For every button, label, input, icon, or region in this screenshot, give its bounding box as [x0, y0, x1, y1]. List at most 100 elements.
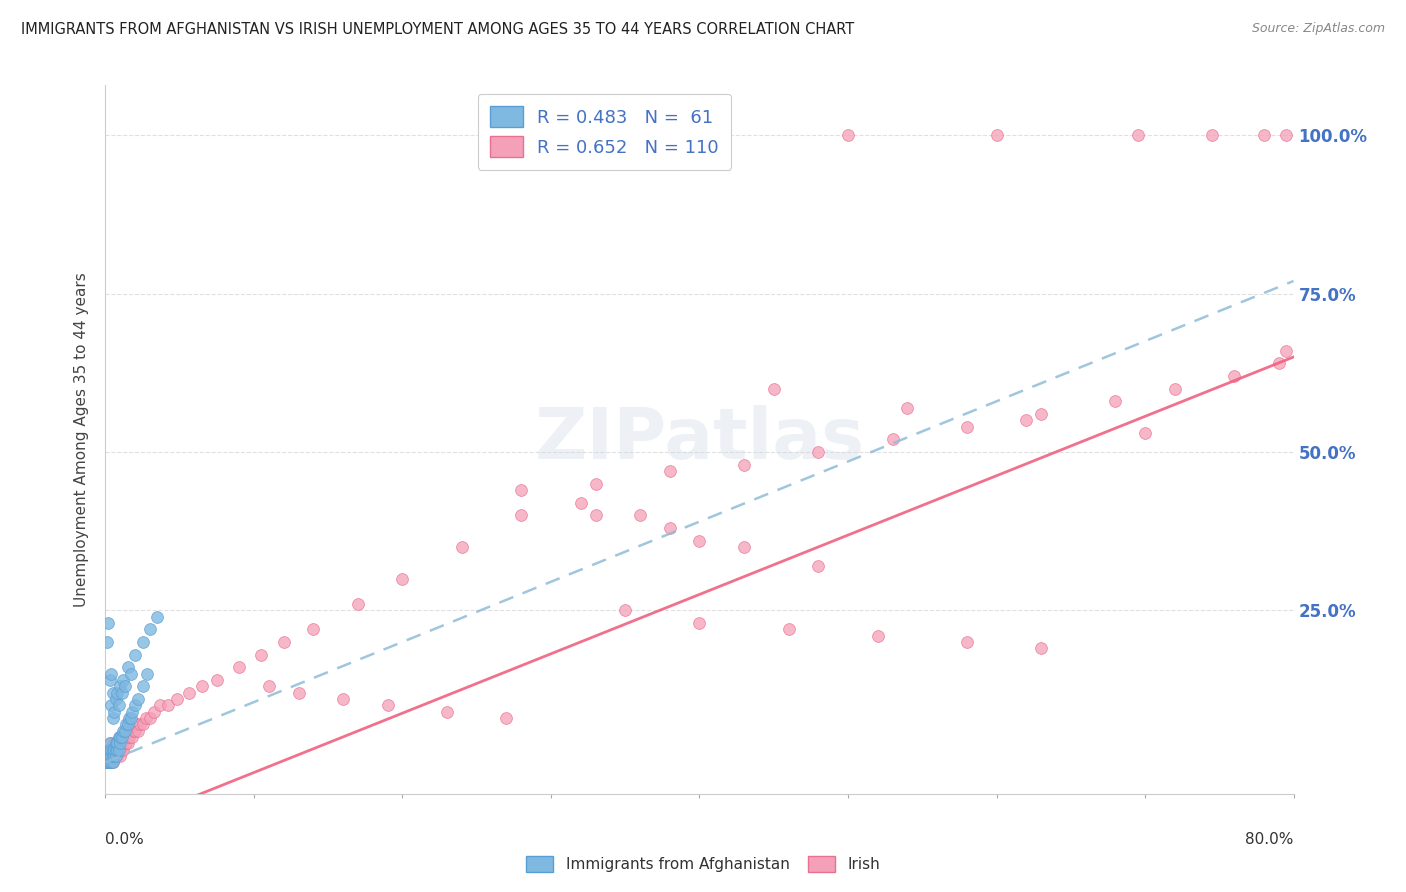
Point — [956, 419, 979, 434]
Point — [495, 711, 517, 725]
Point — [127, 723, 149, 738]
Point — [98, 756, 121, 770]
Point — [866, 629, 889, 643]
Point — [115, 736, 138, 750]
Point — [96, 635, 118, 649]
Point — [143, 705, 166, 719]
Point — [100, 756, 122, 770]
Point — [614, 603, 637, 617]
Point — [103, 705, 125, 719]
Point — [114, 736, 136, 750]
Text: ZIPatlas: ZIPatlas — [534, 405, 865, 474]
Point — [105, 742, 128, 756]
Point — [98, 736, 121, 750]
Point — [121, 730, 143, 744]
Point — [166, 692, 188, 706]
Text: IMMIGRANTS FROM AFGHANISTAN VS IRISH UNEMPLOYMENT AMONG AGES 35 TO 44 YEARS CORR: IMMIGRANTS FROM AFGHANISTAN VS IRISH UNE… — [21, 22, 855, 37]
Point — [205, 673, 228, 687]
Point — [110, 748, 132, 763]
Point — [124, 698, 146, 713]
Point — [117, 730, 139, 744]
Point — [131, 717, 153, 731]
Legend: R = 0.483   N =  61, R = 0.652   N = 110: R = 0.483 N = 61, R = 0.652 N = 110 — [478, 94, 731, 169]
Point — [100, 756, 122, 770]
Point — [689, 533, 711, 548]
Point — [882, 433, 904, 447]
Point — [1104, 394, 1126, 409]
Point — [105, 736, 128, 750]
Point — [569, 495, 592, 509]
Point — [110, 730, 132, 744]
Point — [110, 730, 132, 744]
Point — [257, 679, 280, 693]
Point — [100, 748, 122, 763]
Point — [108, 742, 131, 756]
Point — [1223, 369, 1246, 384]
Point — [585, 508, 607, 523]
Point — [96, 748, 118, 763]
Point — [103, 748, 125, 763]
Point — [127, 692, 149, 706]
Point — [108, 742, 131, 756]
Point — [110, 742, 132, 756]
Point — [1029, 641, 1052, 656]
Point — [114, 679, 136, 693]
Point — [131, 635, 153, 649]
Point — [1275, 343, 1298, 358]
Point — [585, 476, 607, 491]
Point — [689, 615, 711, 630]
Point — [287, 685, 309, 699]
Point — [114, 730, 136, 744]
Point — [104, 748, 127, 763]
Point — [96, 756, 118, 770]
Point — [103, 742, 125, 756]
Point — [96, 756, 118, 770]
Point — [97, 742, 120, 756]
Point — [105, 685, 128, 699]
Point — [104, 736, 127, 750]
Point — [104, 736, 127, 750]
Point — [117, 736, 139, 750]
Point — [117, 717, 139, 731]
Point — [108, 698, 131, 713]
Point — [103, 742, 125, 756]
Point — [778, 622, 800, 636]
Point — [125, 717, 148, 731]
Point — [97, 748, 120, 763]
Point — [139, 711, 162, 725]
Point — [97, 615, 120, 630]
Point — [97, 748, 120, 763]
Point — [510, 483, 533, 497]
Point — [111, 736, 134, 750]
Point — [1164, 382, 1187, 396]
Point — [101, 756, 124, 770]
Point — [101, 756, 124, 770]
Point — [105, 748, 128, 763]
Point — [250, 648, 273, 662]
Point — [98, 748, 121, 763]
Point — [100, 698, 122, 713]
Point — [986, 128, 1008, 143]
Point — [108, 736, 131, 750]
Point — [104, 742, 127, 756]
Point — [177, 685, 200, 699]
Point — [146, 609, 169, 624]
Point — [120, 723, 142, 738]
Point — [114, 723, 136, 738]
Point — [101, 685, 124, 699]
Point — [118, 711, 141, 725]
Point — [108, 730, 131, 744]
Point — [112, 742, 135, 756]
Point — [104, 742, 127, 756]
Point — [450, 540, 472, 554]
Point — [1126, 128, 1149, 143]
Text: 0.0%: 0.0% — [105, 832, 145, 847]
Point — [762, 382, 785, 396]
Point — [135, 711, 157, 725]
Point — [101, 742, 124, 756]
Point — [105, 742, 128, 756]
Point — [124, 723, 146, 738]
Point — [100, 742, 122, 756]
Point — [104, 692, 127, 706]
Y-axis label: Unemployment Among Ages 35 to 44 years: Unemployment Among Ages 35 to 44 years — [75, 272, 90, 607]
